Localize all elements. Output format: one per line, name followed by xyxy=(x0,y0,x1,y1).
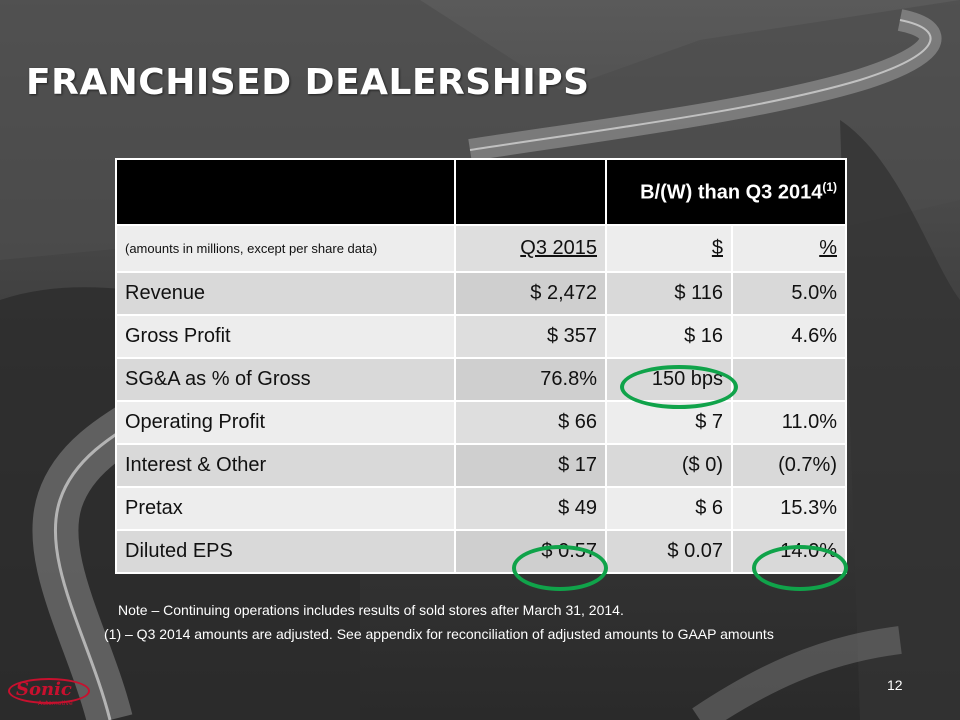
table-row: SG&A as % of Gross 76.8% 150 bps xyxy=(115,357,847,402)
header-comparison-label: B/(W) than Q3 2014 xyxy=(640,181,823,204)
header-blank-cell xyxy=(115,158,456,226)
row-value-dollar: $ 116 xyxy=(605,271,733,316)
row-value-percent: 4.6% xyxy=(731,314,847,359)
row-value-q3: $ 0.57 xyxy=(454,529,607,574)
row-label: Revenue xyxy=(115,271,456,316)
logo-wordmark: Sonic xyxy=(16,679,72,700)
subheader-units-label: (amounts in millions, except per share d… xyxy=(115,224,456,273)
row-value-dollar: $ 6 xyxy=(605,486,733,531)
table-row: Diluted EPS $ 0.57 $ 0.07 14.0% xyxy=(115,529,847,574)
financial-table: B/(W) than Q3 2014(1) (amounts in millio… xyxy=(115,158,847,574)
row-label: Interest & Other xyxy=(115,443,456,488)
table-row: Revenue $ 2,472 $ 116 5.0% xyxy=(115,271,847,316)
row-label: Diluted EPS xyxy=(115,529,456,574)
row-value-dollar: $ 16 xyxy=(605,314,733,359)
row-value-q3: $ 357 xyxy=(454,314,607,359)
row-value-q3: $ 2,472 xyxy=(454,271,607,316)
sonic-automotive-logo: Sonic Automotive xyxy=(8,678,92,708)
logo-oval-shape xyxy=(8,678,90,704)
row-value-q3: 76.8% xyxy=(454,357,607,402)
table-row: Operating Profit $ 66 $ 7 11.0% xyxy=(115,400,847,445)
header-comparison-cell: B/(W) than Q3 2014(1) xyxy=(605,158,847,226)
table-row: Gross Profit $ 357 $ 16 4.6% xyxy=(115,314,847,359)
table-subheader-row: (amounts in millions, except per share d… xyxy=(115,224,847,273)
row-label: Pretax xyxy=(115,486,456,531)
table-row: Pretax $ 49 $ 6 15.3% xyxy=(115,486,847,531)
row-value-percent: 11.0% xyxy=(731,400,847,445)
row-value-percent xyxy=(731,357,847,402)
row-value-percent: 14.0% xyxy=(731,529,847,574)
logo-subtext: Automotive xyxy=(38,700,73,707)
row-value-dollar: $ 7 xyxy=(605,400,733,445)
row-value-q3: $ 49 xyxy=(454,486,607,531)
row-label: SG&A as % of Gross xyxy=(115,357,456,402)
header-blank-cell xyxy=(454,158,607,226)
row-value-percent: 5.0% xyxy=(731,271,847,316)
subheader-col-period: Q3 2015 xyxy=(454,224,607,273)
subheader-col-dollar: $ xyxy=(605,224,733,273)
table-header-row: B/(W) than Q3 2014(1) xyxy=(115,158,847,226)
row-value-q3: $ 66 xyxy=(454,400,607,445)
page-number: 12 xyxy=(887,677,903,693)
slide-title: FRANCHISED DEALERSHIPS xyxy=(26,62,590,103)
subheader-col-percent: % xyxy=(731,224,847,273)
header-footnote-mark: (1) xyxy=(822,179,837,194)
row-value-dollar: 150 bps xyxy=(605,357,733,402)
row-label: Operating Profit xyxy=(115,400,456,445)
row-value-q3: $ 17 xyxy=(454,443,607,488)
row-label: Gross Profit xyxy=(115,314,456,359)
footnote-text: (1) – Q3 2014 amounts are adjusted. See … xyxy=(104,626,774,642)
table-row: Interest & Other $ 17 ($ 0) (0.7%) xyxy=(115,443,847,488)
row-value-percent: 15.3% xyxy=(731,486,847,531)
row-value-dollar: ($ 0) xyxy=(605,443,733,488)
row-value-percent: (0.7%) xyxy=(731,443,847,488)
note-text: Note – Continuing operations includes re… xyxy=(118,602,624,618)
row-value-dollar: $ 0.07 xyxy=(605,529,733,574)
